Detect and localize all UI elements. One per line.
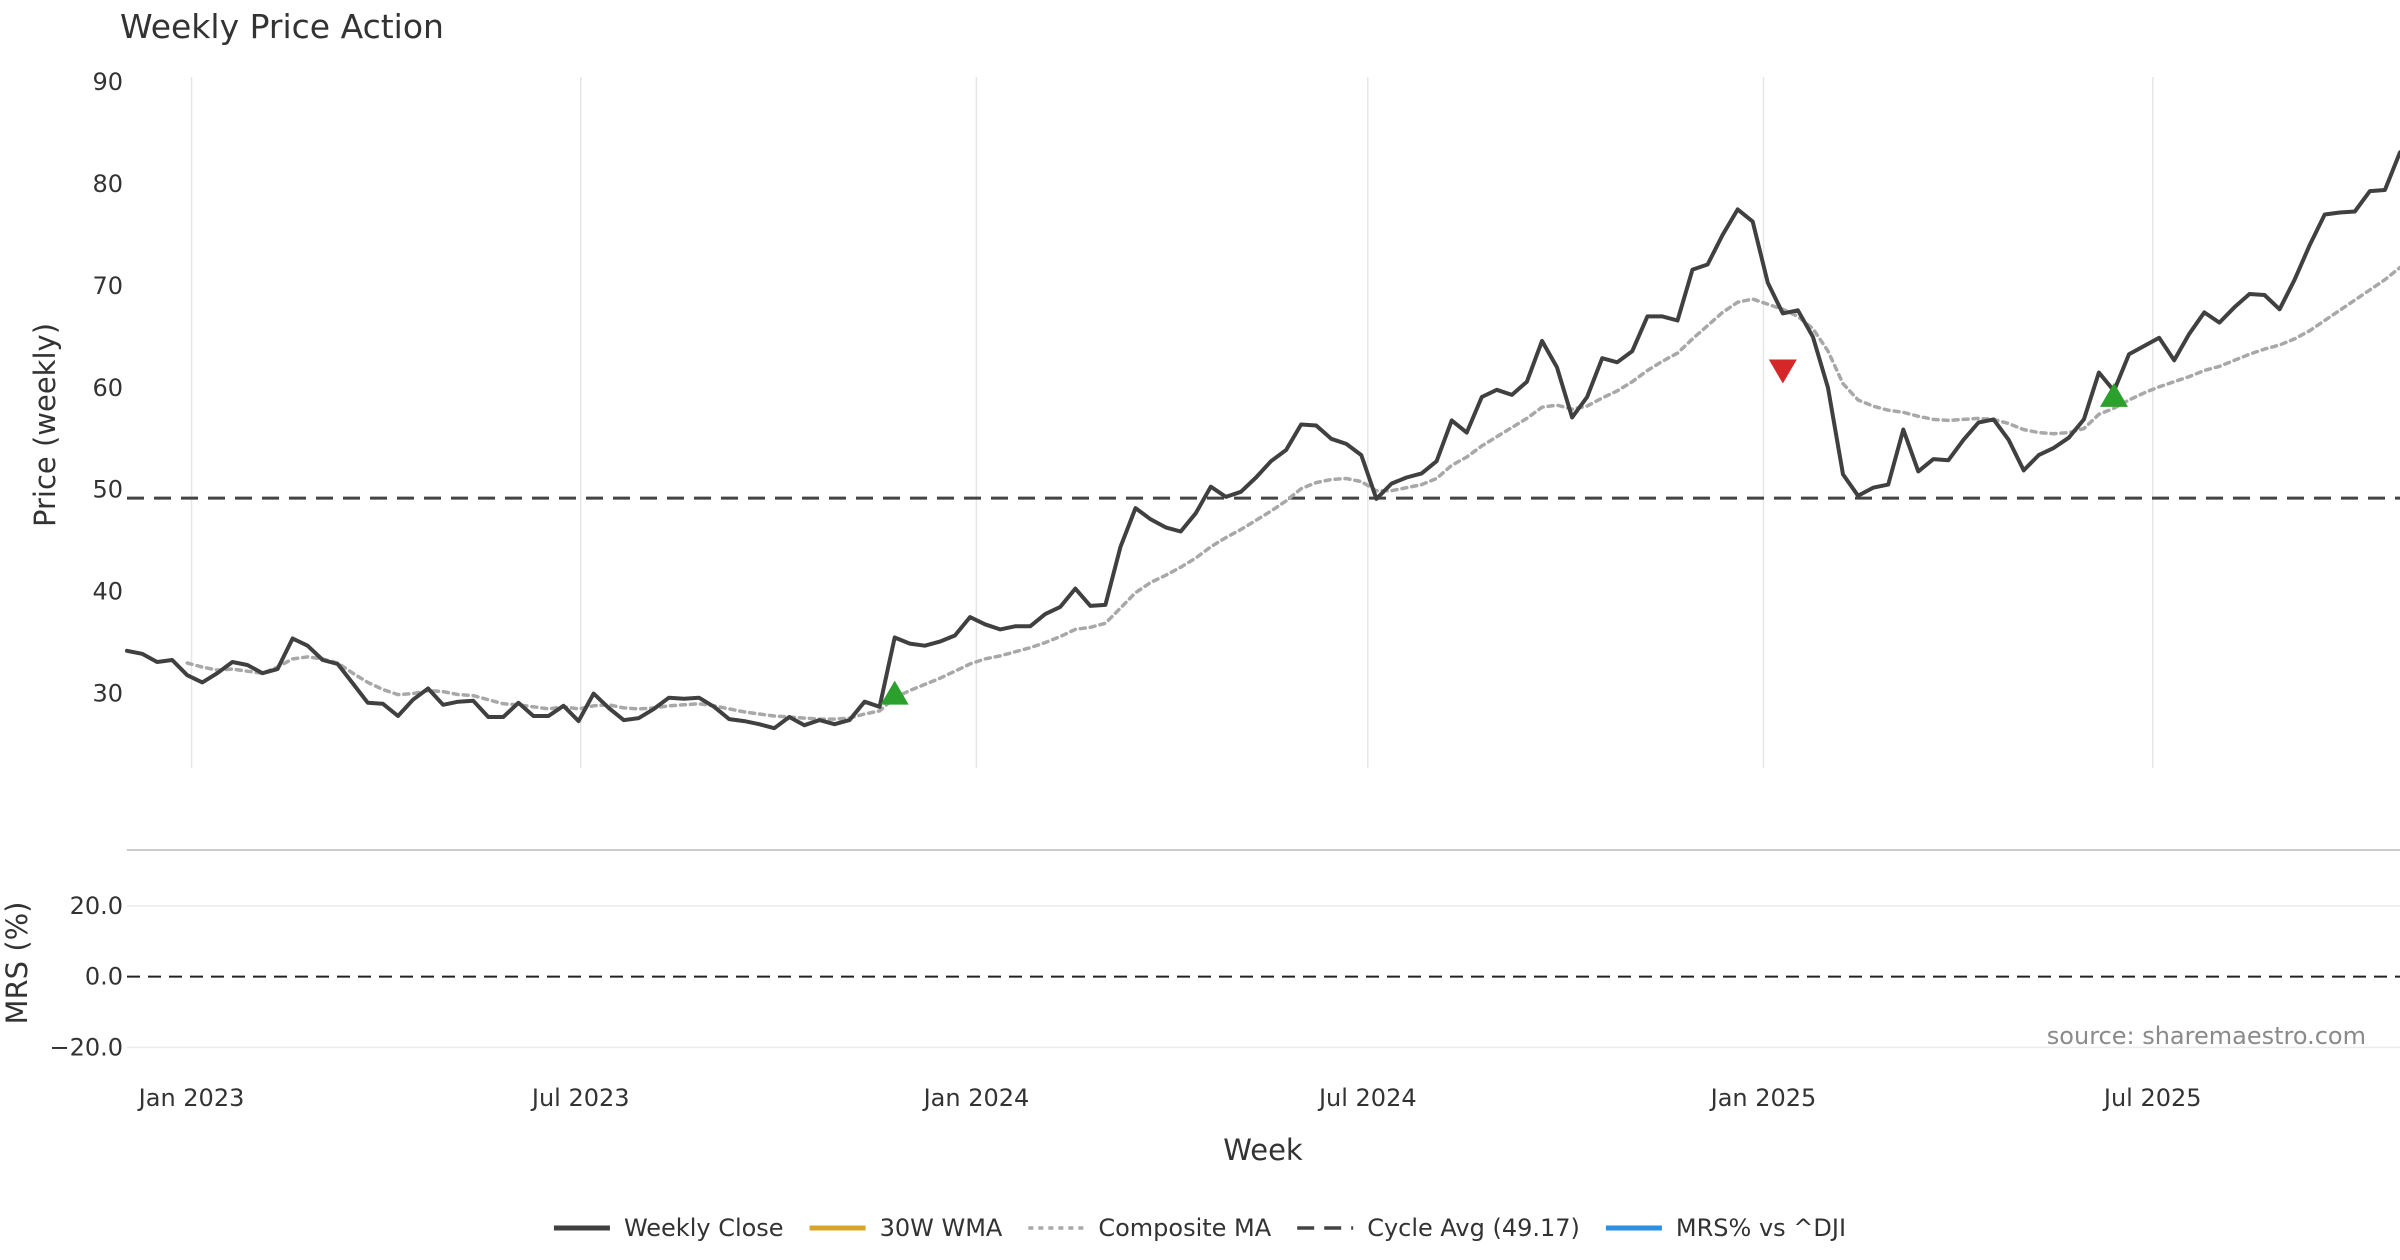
price-y-tick-label: 50	[92, 476, 123, 504]
series-composite-ma	[185, 265, 2400, 721]
price-y-tick-label: 60	[92, 374, 123, 402]
legend-item-weekly-close: Weekly Close	[553, 1214, 784, 1242]
buy-signal-marker	[880, 680, 909, 705]
mrs-grid	[127, 905, 2400, 1049]
legend-label: 30W WMA	[880, 1214, 1003, 1242]
price-y-tick-label: 30	[92, 680, 123, 708]
x-axis-label: Week	[1223, 1133, 1303, 1167]
mrs-y-tick-label: 20.0	[70, 892, 123, 920]
x-tick-label: Jan 2023	[137, 1084, 245, 1112]
chart-title: Weekly Price Action	[120, 7, 444, 46]
buy-signal-marker	[2099, 382, 2128, 407]
x-tick-label: Jan 2024	[922, 1084, 1030, 1112]
price-y-tick-label: 40	[92, 578, 123, 606]
price-y-axis-label: Price (weekly)	[28, 323, 62, 527]
sell-signal-marker	[1768, 359, 1797, 384]
source-annotation: source: sharemaestro.com	[2047, 1022, 2366, 1050]
signal-markers	[880, 359, 2128, 705]
price-y-ticks: 30 40 50 60 70 80 90	[92, 68, 123, 708]
mrs-y-axis-label: MRS (%)	[0, 902, 34, 1025]
x-axis-ticks: Jan 2023 Jul 2023 Jan 2024 Jul 2024 Jan 2025…	[137, 1084, 2202, 1112]
price-panel: 30 40 50 60 70 80 90 Price (weekly)	[28, 68, 2400, 768]
legend-label: MRS% vs ^DJI	[1676, 1214, 1846, 1242]
x-tick-label: Jul 2024	[1317, 1084, 1417, 1112]
x-tick-label: Jul 2025	[2102, 1084, 2202, 1112]
legend-label: Cycle Avg (49.17)	[1367, 1214, 1580, 1242]
price-y-tick-label: 80	[92, 170, 123, 198]
price-grid	[190, 77, 2154, 768]
x-tick-label: Jul 2023	[530, 1084, 630, 1112]
mrs-panel: 20.0 0.0 −20.0 MRS (%) source: sharemaestr…	[0, 892, 2400, 1061]
legend: Weekly Close 30W WMA Composite MA Cycle Avg…	[553, 1214, 1846, 1242]
legend-item-composite-ma: Composite MA	[1028, 1214, 1272, 1242]
legend-label: Composite MA	[1098, 1214, 1271, 1242]
price-y-tick-label: 70	[92, 272, 123, 300]
price-series	[125, 150, 2400, 731]
mrs-y-tick-label: −20.0	[49, 1033, 123, 1061]
series-weekly-close	[125, 150, 2400, 731]
legend-label: Weekly Close	[624, 1214, 784, 1242]
mrs-y-ticks: 20.0 0.0 −20.0	[49, 892, 123, 1061]
x-tick-label: Jan 2025	[1709, 1084, 1817, 1112]
legend-item-mrs-vs-dji: MRS% vs ^DJI	[1605, 1214, 1846, 1242]
mrs-y-tick-label: 0.0	[85, 963, 123, 991]
legend-item-30w-wma: 30W WMA	[809, 1214, 1003, 1242]
price-y-tick-label: 90	[92, 68, 123, 96]
legend-item-cycle-avg-49-17: Cycle Avg (49.17)	[1297, 1214, 1580, 1242]
